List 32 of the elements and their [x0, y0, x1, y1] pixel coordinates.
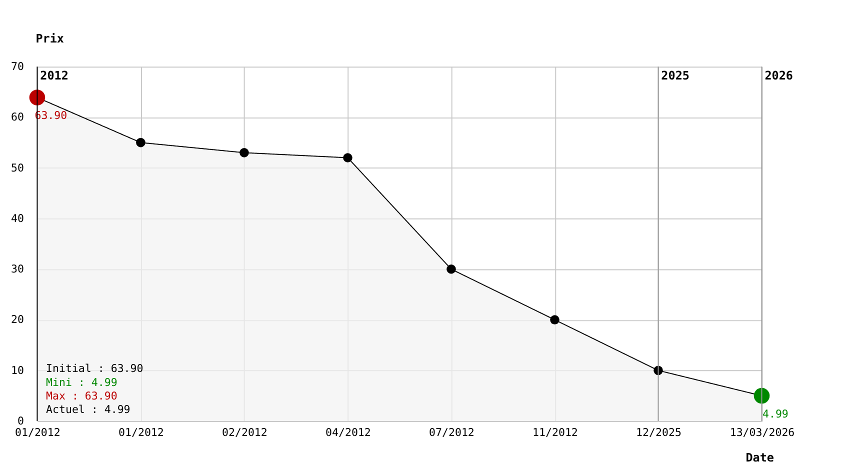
x-tick-label: 13/03/2026	[730, 426, 795, 440]
data-label: 4.99	[762, 407, 788, 420]
y-tick-label: 10	[11, 364, 24, 377]
y-tick-label: 60	[11, 110, 24, 124]
point	[446, 264, 456, 274]
x-axis-title: Date	[746, 450, 774, 465]
y-tick-label: 70	[11, 60, 24, 74]
point	[240, 148, 249, 158]
ref-line-label: 2025	[661, 68, 690, 82]
y-tick-label: 20	[11, 313, 24, 326]
x-tick-label: 02/2012	[222, 426, 268, 440]
point	[136, 138, 146, 148]
x-tick-label: 12/2025	[636, 426, 682, 440]
y-tick-label: 50	[11, 161, 24, 174]
annotation: Max : 63.90	[46, 390, 118, 403]
point	[654, 366, 663, 376]
x-tick-label: 11/2012	[532, 426, 578, 440]
annotation: Actuel : 4.99	[46, 403, 130, 416]
x-tick-label: 07/2012	[429, 426, 474, 440]
point	[550, 315, 560, 324]
ref-line-label: 2026	[764, 68, 793, 82]
ref-line-label: 2012	[40, 68, 68, 82]
y-tick-label: 30	[11, 262, 24, 276]
y-tick-label: 40	[11, 212, 24, 225]
y-axis-title: Prix	[36, 32, 64, 46]
annotation: Initial : 63.90	[46, 362, 144, 376]
annotation: Mini : 4.99	[46, 376, 118, 389]
x-tick-label: 01/2012	[118, 426, 164, 440]
x-tick-label: 04/2012	[326, 426, 371, 440]
point	[343, 153, 352, 162]
x-tick-label: 01/2012	[15, 426, 60, 440]
y-tick-label: 0	[18, 414, 24, 428]
